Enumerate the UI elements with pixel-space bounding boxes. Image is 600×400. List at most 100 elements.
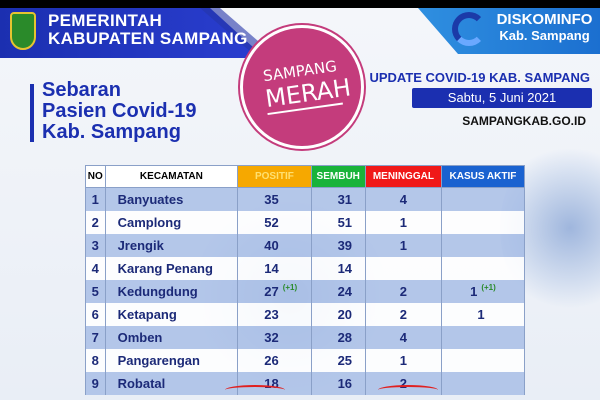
- cell-meninggal: [364, 256, 442, 280]
- cell-aktif: 1 (+1): [440, 279, 526, 303]
- no-value: 1: [91, 191, 99, 207]
- sembuh-value: 31: [337, 191, 353, 207]
- title-line1: Sebaran: [42, 79, 121, 101]
- cell-aktif: [440, 348, 526, 372]
- cell-meninggal: 1: [364, 233, 442, 257]
- cell-kecamatan: Karang Penang: [104, 256, 239, 280]
- positif-value: 14: [264, 260, 279, 276]
- cell-kecamatan: Pangarengan: [104, 348, 239, 372]
- table-row: 3 Jrengik 40 39 1: [85, 233, 526, 257]
- meninggal-value: 1: [399, 214, 407, 230]
- column-header: SEMBUH: [310, 165, 366, 188]
- table-row: 1 Banyuates 35 31 4: [85, 187, 526, 211]
- sembuh-value: 14: [337, 260, 353, 276]
- meninggal-value: 2: [399, 283, 407, 299]
- regency-emblem-logo: [10, 12, 36, 50]
- increase-note: (+1): [282, 282, 298, 292]
- cell-meninggal: 4: [364, 325, 442, 349]
- cell-no: 1: [85, 187, 106, 211]
- cell-kecamatan: Ketapang: [104, 302, 239, 326]
- cell-no: 6: [85, 302, 106, 326]
- meninggal-value: 2: [399, 306, 407, 322]
- no-value: 4: [91, 260, 99, 276]
- cell-aktif: [440, 233, 526, 257]
- government-title: PEMERINTAH KABUPATEN SAMPANG: [48, 12, 248, 48]
- cell-no: 8: [85, 348, 106, 372]
- cell-meninggal: 1: [364, 348, 442, 372]
- kecamatan-value: Robatal: [117, 375, 166, 391]
- cell-meninggal: 1: [364, 210, 442, 234]
- cell-aktif: [440, 325, 526, 349]
- cell-meninggal: 4: [364, 187, 442, 211]
- sembuh-value: 39: [337, 237, 353, 253]
- table-row: 4 Karang Penang 14 14: [85, 256, 526, 280]
- cell-positif: 14: [237, 256, 312, 280]
- positif-value: 27: [264, 283, 279, 299]
- government-title-line1: PEMERINTAH: [48, 11, 163, 30]
- cell-kecamatan: Banyuates: [104, 187, 239, 211]
- government-title-line2: KABUPATEN SAMPANG: [48, 29, 248, 48]
- diskominfo-name: DISKOMINFO: [496, 11, 593, 28]
- sembuh-value: 16: [337, 375, 353, 391]
- kecamatan-value: Ketapang: [117, 306, 177, 322]
- positif-value: 52: [264, 214, 279, 230]
- title-accent-bar: [30, 84, 34, 142]
- cell-meninggal: 2: [364, 279, 442, 303]
- kecamatan-value: Jrengik: [117, 237, 164, 253]
- kecamatan-value: Kedungdung: [117, 283, 198, 299]
- cell-positif: 26: [237, 348, 312, 372]
- cell-positif: 32: [237, 325, 312, 349]
- positif-value: 35: [264, 191, 279, 207]
- kecamatan-value: Karang Penang: [117, 260, 213, 276]
- positif-value: 32: [264, 329, 279, 345]
- cell-no: 2: [85, 210, 106, 234]
- meninggal-value: 1: [399, 237, 407, 253]
- cell-no: 9: [85, 371, 106, 395]
- cell-sembuh: 25: [310, 348, 366, 372]
- meninggal-value: 4: [399, 191, 407, 207]
- cell-aktif: [440, 187, 526, 211]
- column-header: MENINGGAL: [364, 165, 442, 188]
- sembuh-value: 51: [337, 214, 353, 230]
- red-handwritten-mark: [378, 385, 438, 395]
- column-header: NO: [85, 165, 106, 188]
- table-row: 7 Omben 32 28 4: [85, 325, 526, 349]
- title-line3: Kab. Sampang: [42, 121, 181, 143]
- increase-note: (+1): [481, 282, 496, 292]
- positif-value: 40: [264, 237, 279, 253]
- kecamatan-value: Omben: [117, 329, 163, 345]
- column-header: KASUS AKTIF: [440, 165, 526, 188]
- cell-sembuh: 16: [310, 371, 366, 395]
- cell-positif: 35: [237, 187, 312, 211]
- no-value: 8: [91, 352, 99, 368]
- no-value: 7: [91, 329, 99, 345]
- cell-positif: 40: [237, 233, 312, 257]
- sembuh-value: 20: [337, 306, 353, 322]
- website-text: SAMPANGKAB.GO.ID: [462, 114, 586, 128]
- table-row: 2 Camplong 52 51 1: [85, 210, 526, 234]
- kecamatan-value: Banyuates: [117, 191, 184, 207]
- cell-kecamatan: Omben: [104, 325, 239, 349]
- aktif-value: 1: [470, 283, 478, 299]
- sembuh-value: 24: [337, 283, 353, 299]
- kecamatan-value: Camplong: [117, 214, 182, 230]
- cell-sembuh: 20: [310, 302, 366, 326]
- aktif-value: 1: [477, 306, 485, 322]
- cell-kecamatan: Jrengik: [104, 233, 239, 257]
- column-header: POSITIF: [237, 165, 312, 188]
- update-heading: UPDATE COVID-19 KAB. SAMPANG: [369, 70, 590, 85]
- cell-kecamatan: Robatal: [104, 371, 239, 395]
- cell-positif: 52: [237, 210, 312, 234]
- meninggal-value: 2: [399, 375, 407, 391]
- table-row: 8 Pangarengan 26 25 1: [85, 348, 526, 372]
- cell-no: 7: [85, 325, 106, 349]
- title-line2: Pasien Covid-19: [42, 100, 197, 122]
- table-row: 6 Ketapang 23 20 2 1: [85, 302, 526, 326]
- cell-sembuh: 28: [310, 325, 366, 349]
- positif-value: 26: [264, 352, 279, 368]
- cell-positif: 23: [237, 302, 312, 326]
- kecamatan-value: Pangarengan: [117, 352, 200, 368]
- cell-no: 4: [85, 256, 106, 280]
- diskominfo-subtitle: Kab. Sampang: [499, 28, 590, 43]
- cell-sembuh: 14: [310, 256, 366, 280]
